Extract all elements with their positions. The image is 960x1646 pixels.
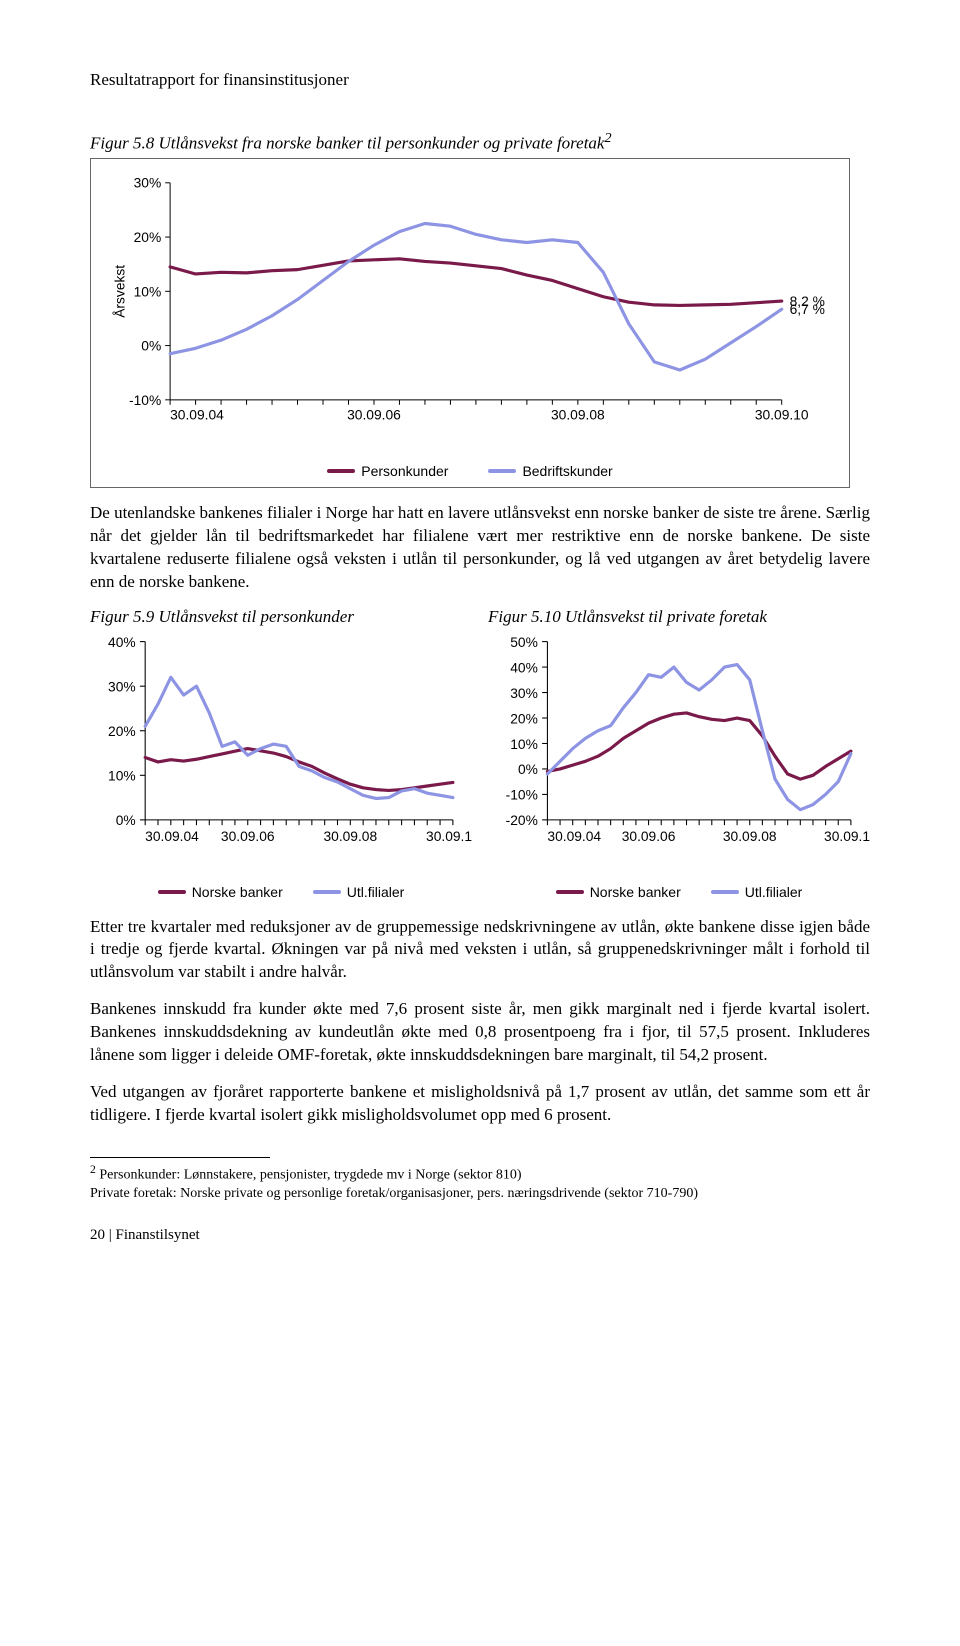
fig510-legend-utl: Utl.filialer — [711, 884, 803, 900]
footnote: 2 Personkunder: Lønnstakere, pensjoniste… — [90, 1162, 870, 1203]
svg-text:30.09.08: 30.09.08 — [323, 830, 377, 845]
svg-text:-20%: -20% — [506, 814, 538, 829]
paragraph-2: Etter tre kvartaler med reduksjoner av d… — [90, 916, 870, 985]
svg-text:30%: 30% — [510, 686, 538, 701]
paragraph-3: Bankenes innskudd fra kunder økte med 7,… — [90, 998, 870, 1067]
fig510-legend-norske: Norske banker — [556, 884, 681, 900]
fig510-legend-utl-label: Utl.filialer — [745, 884, 803, 900]
svg-text:-10%: -10% — [129, 391, 161, 407]
svg-text:30.09.10: 30.09.10 — [755, 406, 809, 422]
svg-text:0%: 0% — [141, 337, 161, 353]
svg-text:10%: 10% — [108, 769, 136, 784]
svg-text:6,7 %: 6,7 % — [790, 301, 825, 317]
footnote-line1: Personkunder: Lønnstakere, pensjonister,… — [96, 1168, 522, 1183]
fig59-legend-utl: Utl.filialer — [313, 884, 405, 900]
fig58-chart: -10% 0% 10% 20% 30% 30.09.04 30.09.06 30.09.08 3… — [105, 169, 835, 455]
fig59-caption: Figur 5.9 Utlånsvekst til personkunder — [90, 607, 472, 627]
fig58-legend-bedrift-label: Bedriftskunder — [522, 463, 612, 479]
svg-text:50%: 50% — [510, 635, 538, 650]
fig510-chart: -20% -10% 0% 10% 20% 30% 40% 50% 30.09.04 30.09.0… — [488, 631, 870, 875]
svg-text:40%: 40% — [108, 635, 136, 650]
svg-text:30%: 30% — [108, 680, 136, 695]
footnote-line2: Private foretak: Norske private og perso… — [90, 1186, 698, 1201]
svg-text:30.09.10: 30.09.10 — [824, 830, 870, 845]
svg-text:30.09.08: 30.09.08 — [723, 830, 777, 845]
page-header: Resultatrapport for finansinstitusjoner — [90, 70, 870, 90]
svg-text:30%: 30% — [134, 174, 162, 190]
figure-5-8: Figur 5.8 Utlånsvekst fra norske banker … — [90, 130, 870, 488]
svg-text:40%: 40% — [510, 661, 538, 676]
fig58-caption-text: Figur 5.8 Utlånsvekst fra norske banker … — [90, 134, 604, 153]
fig59-legend: Norske banker Utl.filialer — [90, 876, 472, 902]
svg-text:20%: 20% — [510, 712, 538, 727]
svg-text:30.09.04: 30.09.04 — [547, 830, 601, 845]
fig59-legend-utl-label: Utl.filialer — [347, 884, 405, 900]
svg-text:30.09.10: 30.09.10 — [426, 830, 472, 845]
fig510-legend: Norske banker Utl.filialer — [488, 876, 870, 902]
fig510-caption: Figur 5.10 Utlånsvekst til private foret… — [488, 607, 870, 627]
fig59-legend-norske-label: Norske banker — [192, 884, 283, 900]
paragraph-4: Ved utgangen av fjoråret rapporterte ban… — [90, 1081, 870, 1127]
svg-text:-10%: -10% — [506, 788, 538, 803]
svg-text:30.09.06: 30.09.06 — [622, 830, 676, 845]
svg-text:30.09.06: 30.09.06 — [347, 406, 401, 422]
svg-text:Årsvekst: Årsvekst — [112, 264, 128, 317]
fig59-legend-norske: Norske banker — [158, 884, 283, 900]
svg-text:20%: 20% — [108, 725, 136, 740]
svg-text:0%: 0% — [116, 814, 136, 829]
svg-text:30.09.06: 30.09.06 — [221, 830, 275, 845]
fig59-chart: 0% 10% 20% 30% 40% 30.09.04 30.09.06 30.09.08 30… — [90, 631, 472, 875]
fig510-legend-norske-label: Norske banker — [590, 884, 681, 900]
fig58-superscript: 2 — [604, 130, 611, 146]
figure-5-10: Figur 5.10 Utlånsvekst til private foret… — [488, 607, 870, 901]
figure-5-9: Figur 5.9 Utlånsvekst til personkunder 0… — [90, 607, 472, 901]
fig58-legend-person-label: Personkunder — [361, 463, 448, 479]
svg-text:30.09.04: 30.09.04 — [145, 830, 199, 845]
svg-text:10%: 10% — [510, 737, 538, 752]
footnote-rule — [90, 1157, 270, 1158]
svg-text:20%: 20% — [134, 229, 162, 245]
fig58-caption: Figur 5.8 Utlånsvekst fra norske banker … — [90, 130, 870, 154]
svg-text:30.09.08: 30.09.08 — [551, 406, 605, 422]
svg-text:30.09.04: 30.09.04 — [170, 406, 224, 422]
svg-text:10%: 10% — [134, 283, 162, 299]
fig58-legend-bedrift: Bedriftskunder — [488, 463, 612, 479]
fig58-legend-person: Personkunder — [327, 463, 448, 479]
page-footer: 20 | Finanstilsynet — [90, 1227, 870, 1244]
svg-text:0%: 0% — [518, 763, 538, 778]
paragraph-1: De utenlandske bankenes filialer i Norge… — [90, 502, 870, 594]
fig58-legend: Personkunder Bedriftskunder — [105, 455, 835, 481]
